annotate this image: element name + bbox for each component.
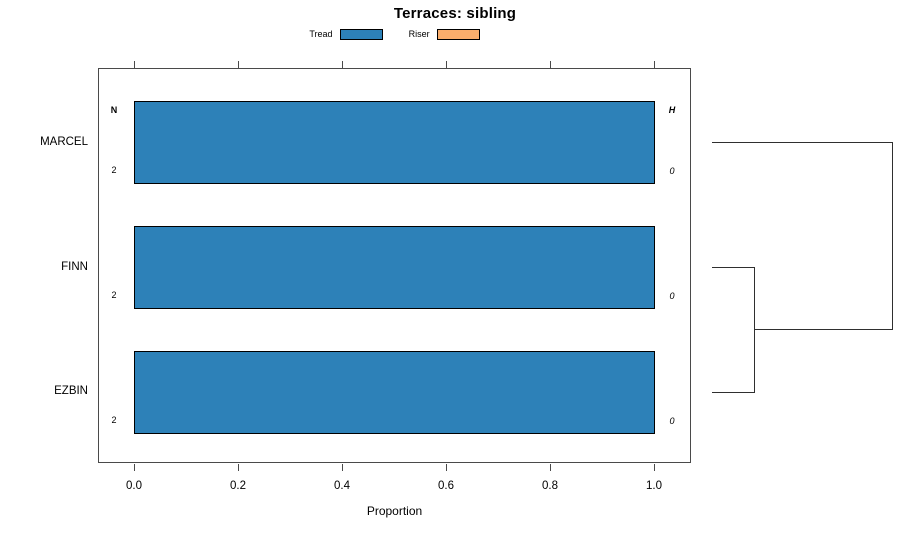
y-label-marcel: MARCEL	[40, 136, 88, 148]
x-axis-tick-bottom	[550, 464, 552, 471]
h-column-header: H	[668, 105, 676, 115]
legend-item-tread: Tread	[309, 28, 383, 40]
legend-swatch-tread-icon	[339, 28, 383, 40]
x-axis-tick-bottom	[446, 464, 448, 471]
h-value-finn: 0	[669, 291, 675, 301]
x-axis-tick-bottom	[134, 464, 136, 471]
chart-title: Terraces: sibling	[393, 5, 517, 22]
x-axis-tick-top	[134, 61, 136, 68]
dendrogram-branch-finn	[712, 266, 755, 268]
dendrogram-branch-finn-ezbin-cluster	[754, 329, 893, 331]
x-axis-tick-top	[550, 61, 552, 68]
y-label-finn: FINN	[61, 261, 88, 273]
x-tick-label: 0.0	[126, 480, 142, 492]
x-axis-tick-top	[238, 61, 240, 68]
h-value-marcel: 0	[669, 166, 675, 176]
legend-swatch-riser-icon	[436, 28, 480, 40]
x-axis-title: Proportion	[366, 504, 423, 518]
h-value-ezbin: 0	[669, 416, 675, 426]
legend-label-tread: Tread	[309, 28, 333, 39]
bar-finn-tread	[134, 226, 655, 309]
x-tick-label: 1.0	[646, 480, 662, 492]
x-tick-label: 0.6	[438, 480, 454, 492]
x-axis-tick-top	[342, 61, 344, 68]
x-axis-tick-bottom	[654, 464, 656, 471]
x-axis-tick-top	[654, 61, 656, 68]
bar-marcel-tread	[134, 101, 655, 184]
bar-ezbin-tread	[134, 350, 655, 434]
x-tick-label: 0.8	[542, 480, 558, 492]
x-tick-label: 0.4	[334, 480, 350, 492]
dendrogram-root-join	[892, 142, 894, 330]
y-label-ezbin: EZBIN	[54, 385, 88, 397]
x-axis-tick-top	[446, 61, 448, 68]
x-axis-tick-bottom	[238, 464, 240, 471]
dendrogram-branch-marcel	[712, 142, 893, 144]
n-value-ezbin: 2	[111, 415, 117, 425]
dendrogram-branch-ezbin	[712, 391, 755, 393]
n-value-finn: 2	[111, 290, 117, 300]
x-axis-tick-bottom	[342, 464, 344, 471]
n-value-marcel: 2	[111, 165, 117, 175]
legend-item-riser: Riser	[408, 28, 480, 40]
n-column-header: N	[110, 105, 118, 115]
x-tick-label: 0.2	[230, 480, 246, 492]
legend-label-riser: Riser	[408, 28, 430, 39]
legend: Tread Riser	[98, 26, 691, 42]
